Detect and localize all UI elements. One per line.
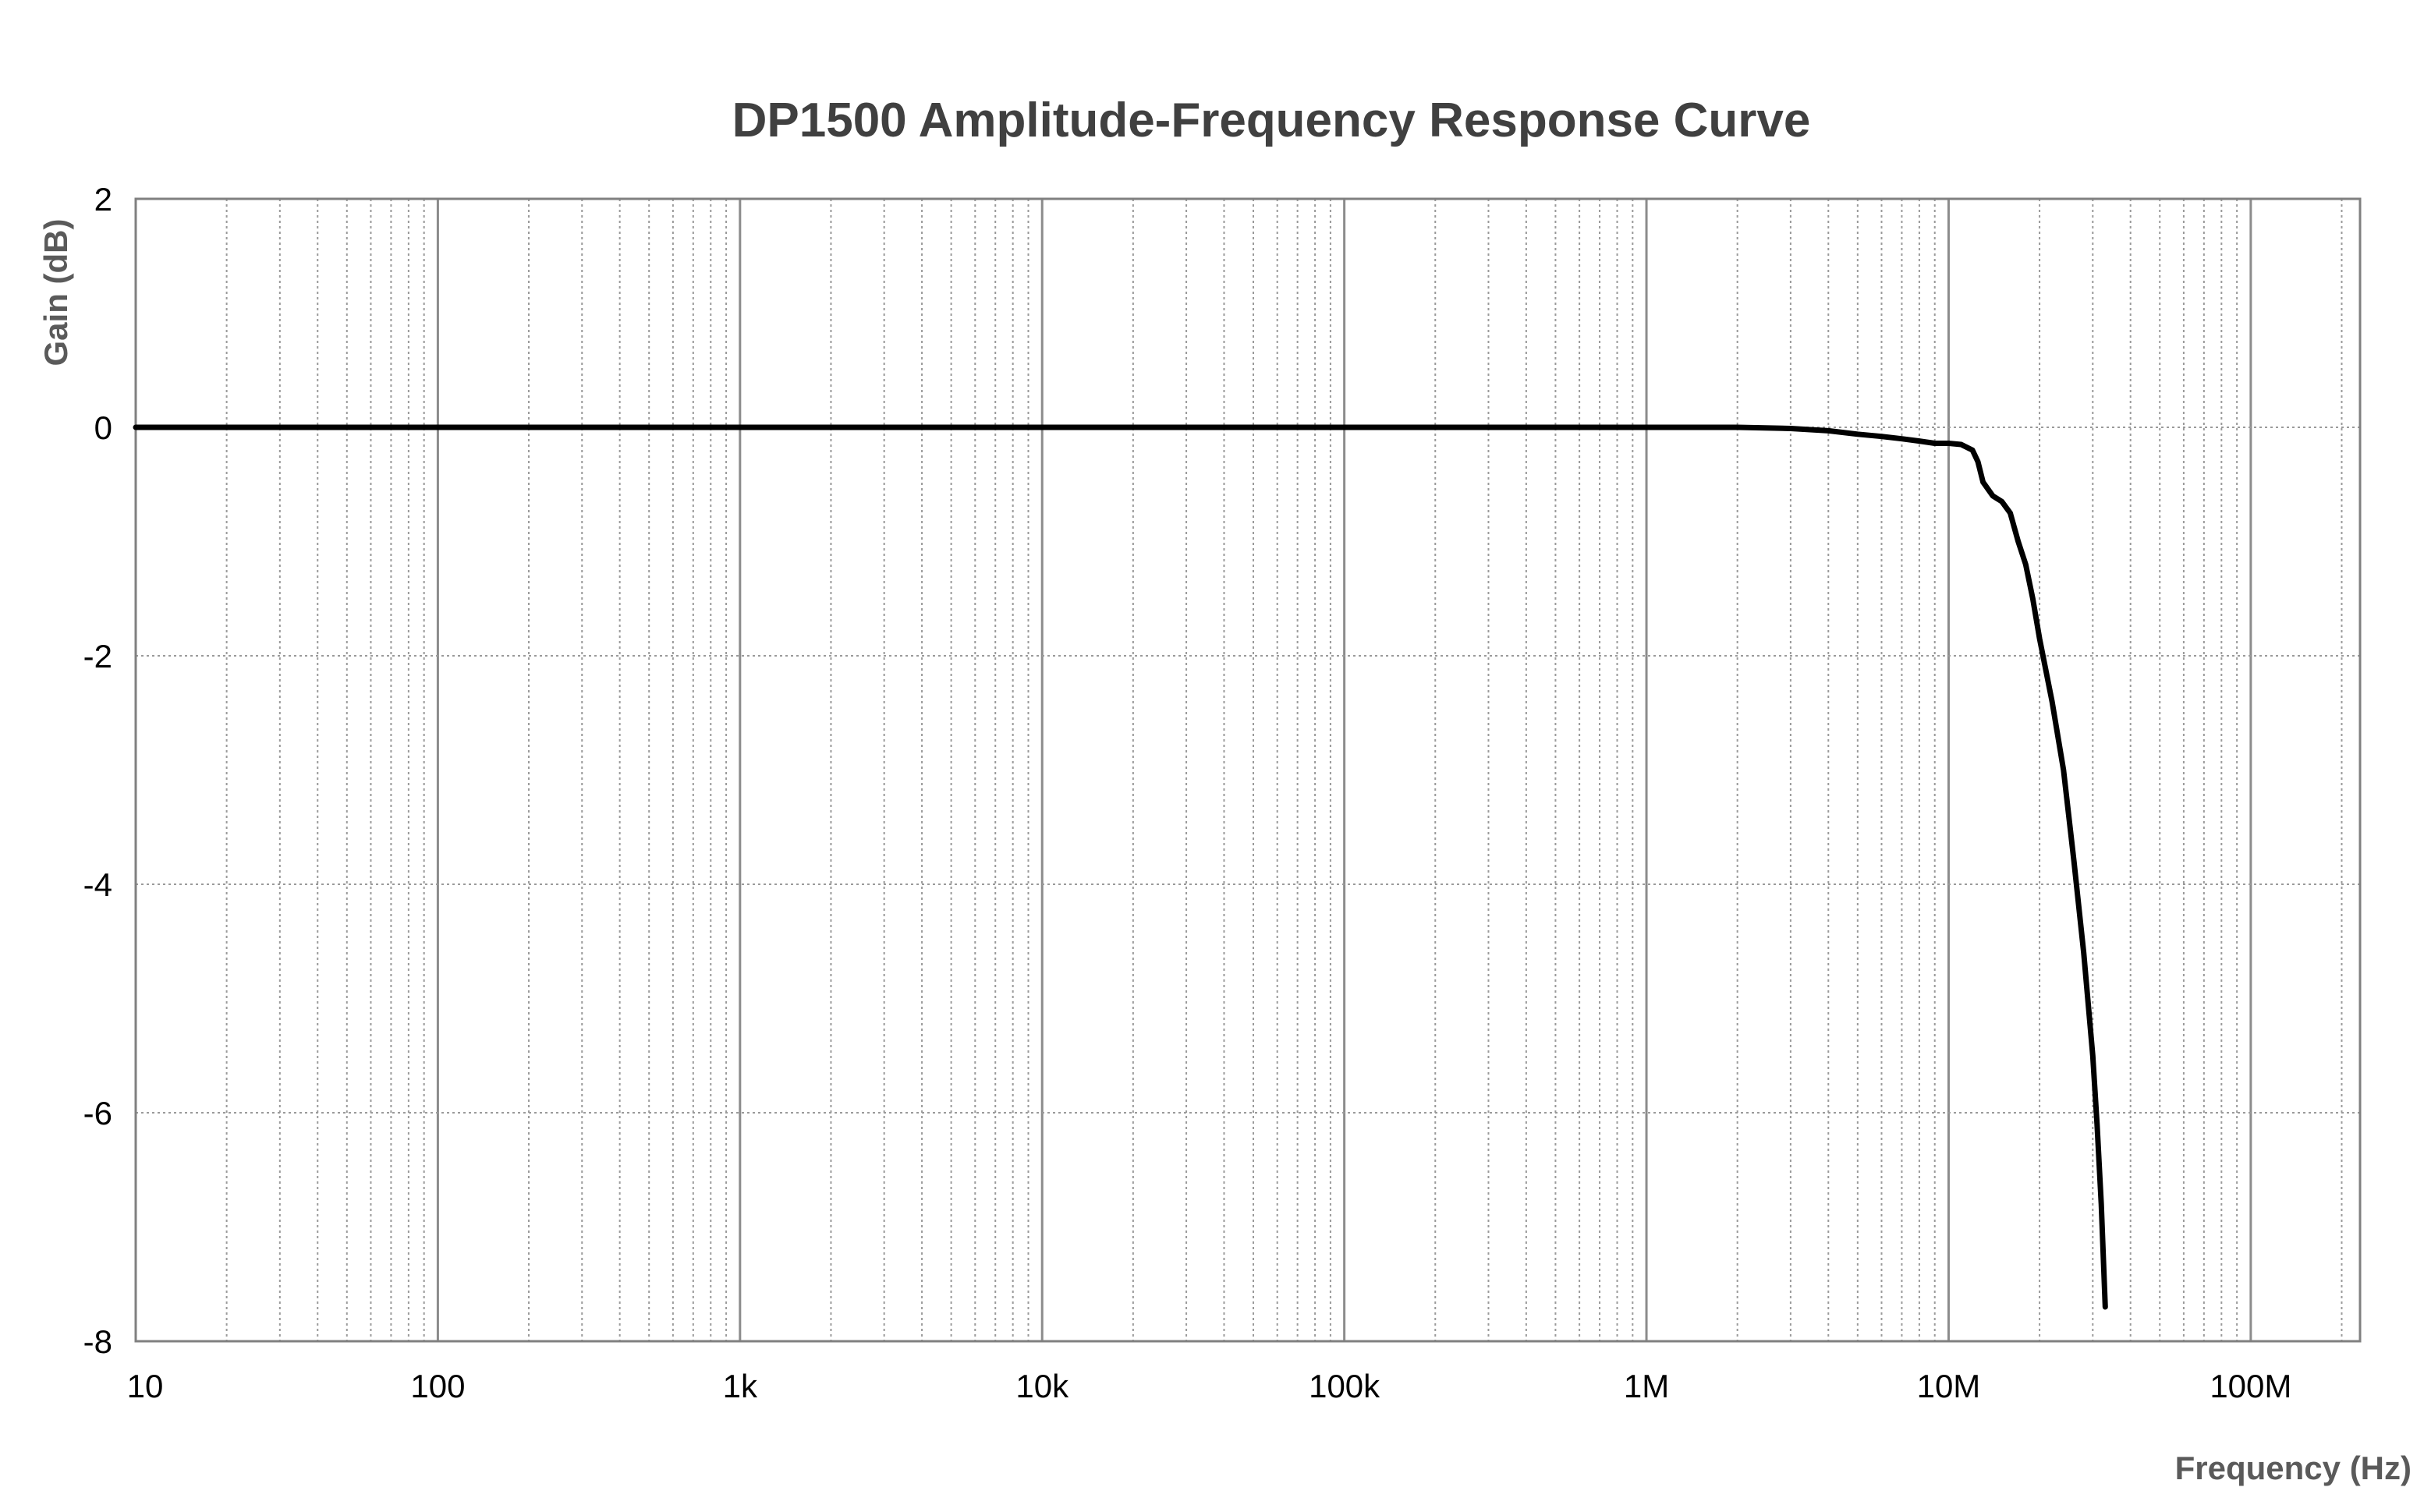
x-tick-label: 100 <box>410 1368 465 1404</box>
x-tick-label: 1k <box>723 1368 758 1404</box>
y-tick-label: 2 <box>94 181 112 218</box>
y-tick-label: -8 <box>83 1323 112 1360</box>
grid <box>136 199 2360 1341</box>
y-tick-label: -4 <box>83 866 112 903</box>
x-axis-title: Frequency (Hz) <box>2175 1450 2412 1486</box>
y-axis-title: Gain (dB) <box>37 219 74 366</box>
y-tick-label: 0 <box>94 409 112 446</box>
x-axis-ticks: 10 100 1k 10k 100k 1M 10M 100M <box>127 1368 2292 1404</box>
x-tick-label: 10M <box>1917 1368 1981 1404</box>
x-tick-label: 10k <box>1015 1368 1069 1404</box>
y-axis-ticks: 2 0 -2 -4 -6 -8 <box>83 181 112 1360</box>
x-tick-label: 1M <box>1624 1368 1669 1404</box>
chart-title: DP1500 Amplitude-Frequency Response Curv… <box>732 94 1811 147</box>
y-tick-label: -2 <box>83 638 112 675</box>
x-tick-label: 10 <box>127 1368 164 1404</box>
y-tick-label: -6 <box>83 1095 112 1131</box>
plot-frame <box>134 197 2362 1343</box>
series-line-gain <box>133 424 2108 1310</box>
x-tick-label: 100M <box>2210 1368 2291 1404</box>
x-tick-label: 100k <box>1309 1368 1380 1404</box>
